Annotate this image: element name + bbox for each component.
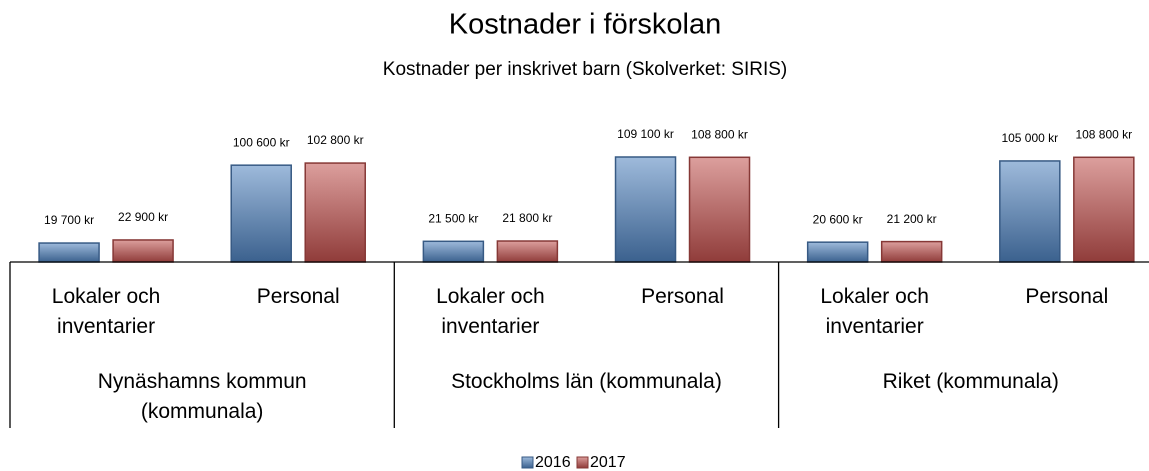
bar <box>999 160 1061 263</box>
bar <box>304 162 366 263</box>
bar <box>614 156 677 263</box>
data-label: 105 000 kr <box>1001 131 1058 145</box>
bar <box>688 156 751 263</box>
bar <box>230 164 292 263</box>
data-label: 21 500 kr <box>428 211 478 225</box>
data-label: 102 800 kr <box>307 133 364 147</box>
bar <box>38 242 100 263</box>
category-label: Personal <box>641 285 724 308</box>
data-label: 22 900 kr <box>118 210 168 224</box>
data-label: 108 800 kr <box>1075 127 1132 141</box>
legend-label: 2017 <box>590 454 626 471</box>
bar <box>806 241 869 263</box>
category-label: Lokaler och inventarier <box>820 285 929 338</box>
group-label: Nynäshamns kommun (kommunala) <box>97 370 307 423</box>
category-label: Personal <box>256 285 340 308</box>
legend-label: 2016 <box>535 454 571 471</box>
bar <box>496 240 559 263</box>
category-label: Lokaler och inventarier <box>436 285 545 338</box>
data-label: 21 800 kr <box>502 211 552 225</box>
group-label: Riket (kommunala) <box>882 370 1059 393</box>
data-label: 108 800 kr <box>691 127 748 141</box>
bar <box>422 240 485 263</box>
chart-title: Kostnader i förskolan <box>449 9 721 41</box>
bar <box>880 240 943 263</box>
data-label: 19 700 kr <box>44 213 94 227</box>
data-label: 21 200 kr <box>887 212 937 226</box>
bar <box>1073 156 1135 263</box>
category-label: Personal <box>1025 285 1109 308</box>
legend-swatch <box>521 456 534 469</box>
category-label: Lokaler och inventarier <box>51 285 161 338</box>
data-label: 100 600 kr <box>233 135 290 149</box>
bar <box>112 239 174 263</box>
chart-subtitle: Kostnader per inskrivet barn (Skolverket… <box>383 59 787 80</box>
data-label: 20 600 kr <box>813 212 863 226</box>
data-label: 109 100 kr <box>617 127 674 141</box>
group-label: Stockholms län (kommunala) <box>451 370 722 393</box>
legend-swatch <box>576 456 589 469</box>
